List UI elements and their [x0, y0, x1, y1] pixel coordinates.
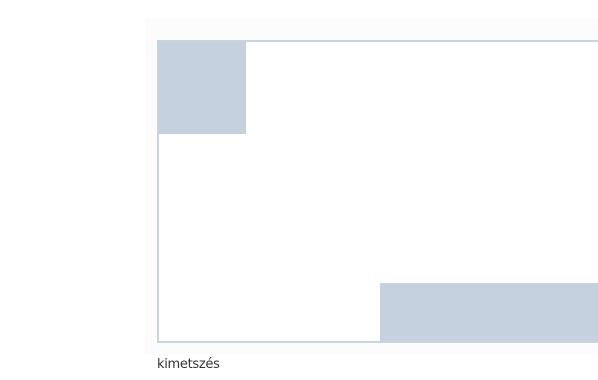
cutout-bottom-right	[380, 283, 598, 341]
figure-caption: kimetszés	[157, 357, 220, 372]
cutout-top-left	[159, 42, 246, 134]
cutout-diagram	[157, 40, 598, 343]
